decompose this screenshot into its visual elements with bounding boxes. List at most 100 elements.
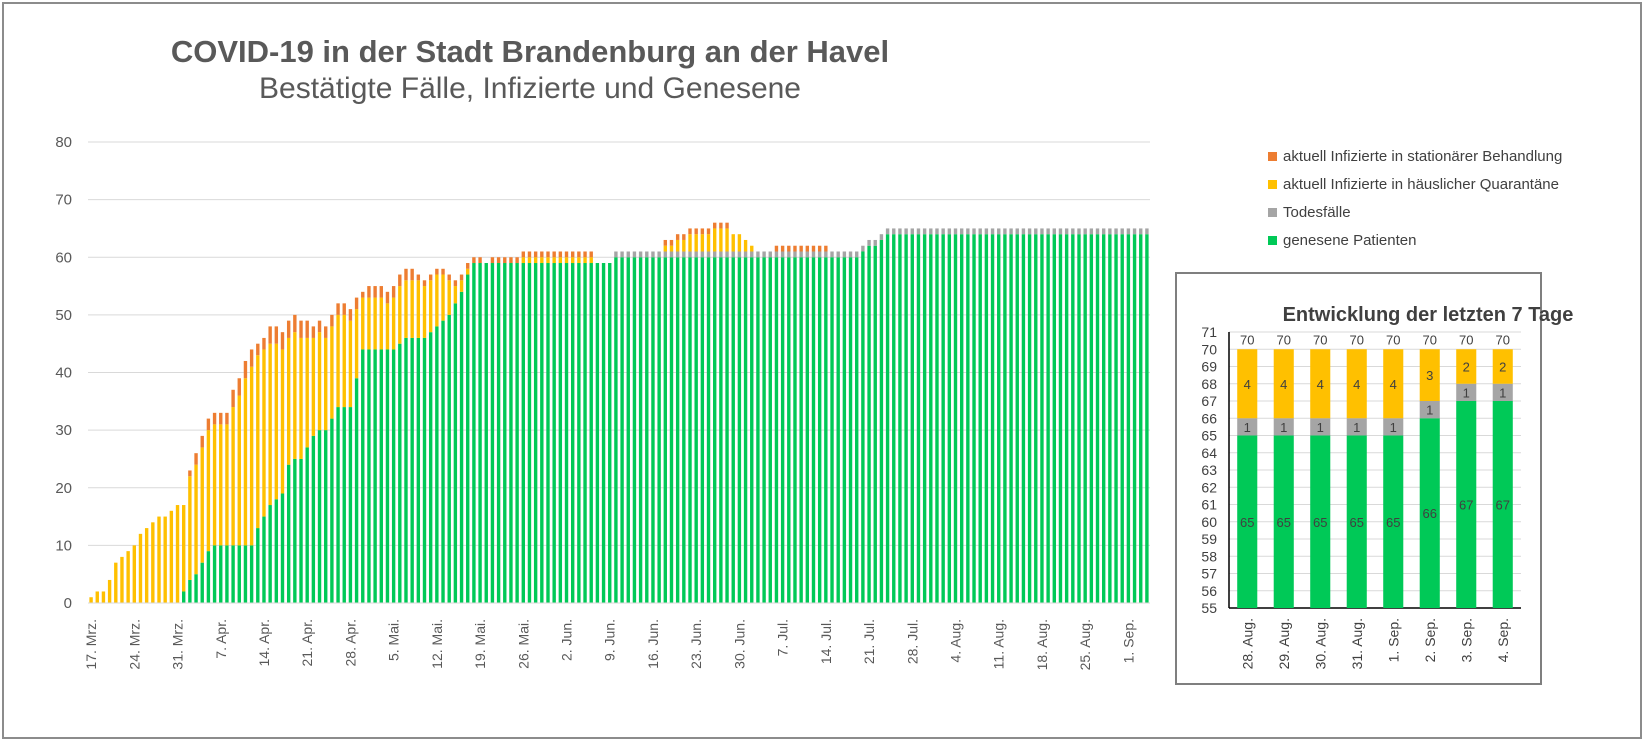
bar-segment [422, 337, 427, 603]
bar-segment [243, 360, 248, 379]
legend-item-genesene: genesene Patienten [1268, 226, 1562, 254]
y-tick-label: 80 [55, 134, 72, 151]
bar-segment [1009, 228, 1013, 235]
bar-segment [756, 257, 760, 603]
x-tick-label: 1. Sep. [1120, 619, 1136, 663]
inset-data-label: 4 [1280, 377, 1287, 392]
inset-y-tick-label: 56 [1201, 583, 1217, 599]
bar-segment [935, 228, 939, 235]
x-tick-label: 11. Aug. [991, 619, 1007, 669]
bar-segment [892, 228, 896, 235]
bar-segment [577, 263, 581, 603]
bar-segment [89, 597, 93, 603]
bar-segment [675, 251, 680, 258]
bar-segment [731, 257, 735, 603]
inset-total-label: 70 [1496, 332, 1510, 347]
bar-segment [256, 343, 260, 356]
bar-segment [577, 251, 581, 258]
bar-segment [324, 430, 328, 603]
bar-segment [540, 263, 544, 603]
inset-data-label: 1 [1353, 420, 1360, 435]
bar-segment [743, 251, 748, 258]
bar-segment [997, 228, 1001, 235]
x-tick-label: 12. Mai. [429, 619, 445, 669]
bar-segment [280, 349, 285, 494]
bar-segment [1108, 234, 1112, 603]
bar-segment [1052, 228, 1056, 235]
bar-segment [243, 545, 248, 603]
x-tick-label: 31. Mrz. [170, 619, 186, 670]
bar-segment [286, 464, 291, 603]
inset-bar-segment [1237, 349, 1258, 419]
bar-segment [169, 510, 174, 603]
bar-segment [515, 263, 519, 603]
inset-y-tick-label: 68 [1201, 376, 1217, 392]
bar-segment [1139, 234, 1143, 603]
inset-data-label: 1 [1244, 420, 1251, 435]
bar-segment [645, 251, 649, 258]
bar-segment [367, 349, 371, 603]
bar-segment [719, 222, 723, 229]
chart-title: COVID-19 in der Stadt Brandenburg an der… [170, 34, 890, 69]
bar-segment [811, 257, 816, 603]
bar-segment [453, 280, 458, 287]
bar-segment [552, 263, 556, 603]
bar-segment [595, 263, 600, 603]
inset-bar-segment [1310, 418, 1331, 436]
bar-segment [657, 251, 661, 258]
bar-segment [1120, 234, 1124, 603]
bar-segment [990, 228, 995, 235]
bar-segment [200, 435, 204, 448]
bar-segment [342, 407, 346, 603]
bar-segment [669, 251, 674, 258]
bar-segment [515, 257, 519, 264]
bar-segment [762, 251, 766, 258]
legend-label-stationaer: aktuell Infizierte in stationärer Behand… [1283, 147, 1563, 165]
bar-segment [842, 251, 847, 258]
bar-segment [268, 505, 272, 603]
bar-segment [873, 239, 877, 246]
inset-bar-segment [1346, 435, 1367, 608]
bar-segment [262, 349, 266, 517]
bar-segment [293, 314, 297, 333]
bar-segment [824, 245, 828, 252]
bar-segment [521, 257, 525, 264]
bar-segment [817, 245, 822, 252]
bar-segment [1071, 234, 1075, 603]
chart-subtitle: Bestätigte Fälle, Infizierte und Genesen… [259, 72, 801, 105]
inset-data-label: 4 [1353, 377, 1360, 392]
x-tick-label: 14. Apr. [256, 619, 272, 666]
inset-data-label: 4 [1390, 377, 1397, 392]
bar-segment [780, 245, 785, 252]
inset-data-label: 4 [1317, 377, 1324, 392]
bar-segment [706, 228, 711, 235]
bar-segment [774, 251, 779, 258]
bar-segment [533, 251, 538, 258]
bar-segment [713, 222, 717, 229]
bar-segment [1064, 228, 1069, 235]
bar-segment [793, 245, 797, 252]
bar-segment [552, 251, 556, 258]
x-tick-label: 9. Jun. [602, 619, 618, 661]
bar-segment [743, 239, 748, 252]
x-tick-label: 5. Mai. [386, 619, 402, 661]
bar-segment [249, 366, 254, 546]
bar-segment [249, 545, 254, 603]
inset-bar-segment [1492, 401, 1513, 608]
bar-segment [916, 228, 921, 235]
bar-segment [416, 274, 421, 281]
bars-group [89, 222, 1149, 604]
bar-segment [725, 228, 729, 252]
bar-segment [546, 257, 550, 264]
inset-y-tick-label: 59 [1201, 531, 1217, 547]
y-tick-label: 70 [55, 192, 72, 209]
inset-total-label: 70 [1350, 332, 1364, 347]
bar-segment [737, 234, 742, 252]
bar-segment [632, 251, 637, 258]
inset-bar-segment [1346, 349, 1367, 419]
bar-segment [1145, 228, 1149, 235]
bar-segment [274, 343, 279, 500]
bar-segment [768, 257, 772, 603]
bar-segment [663, 239, 668, 246]
bar-segment [725, 222, 729, 229]
